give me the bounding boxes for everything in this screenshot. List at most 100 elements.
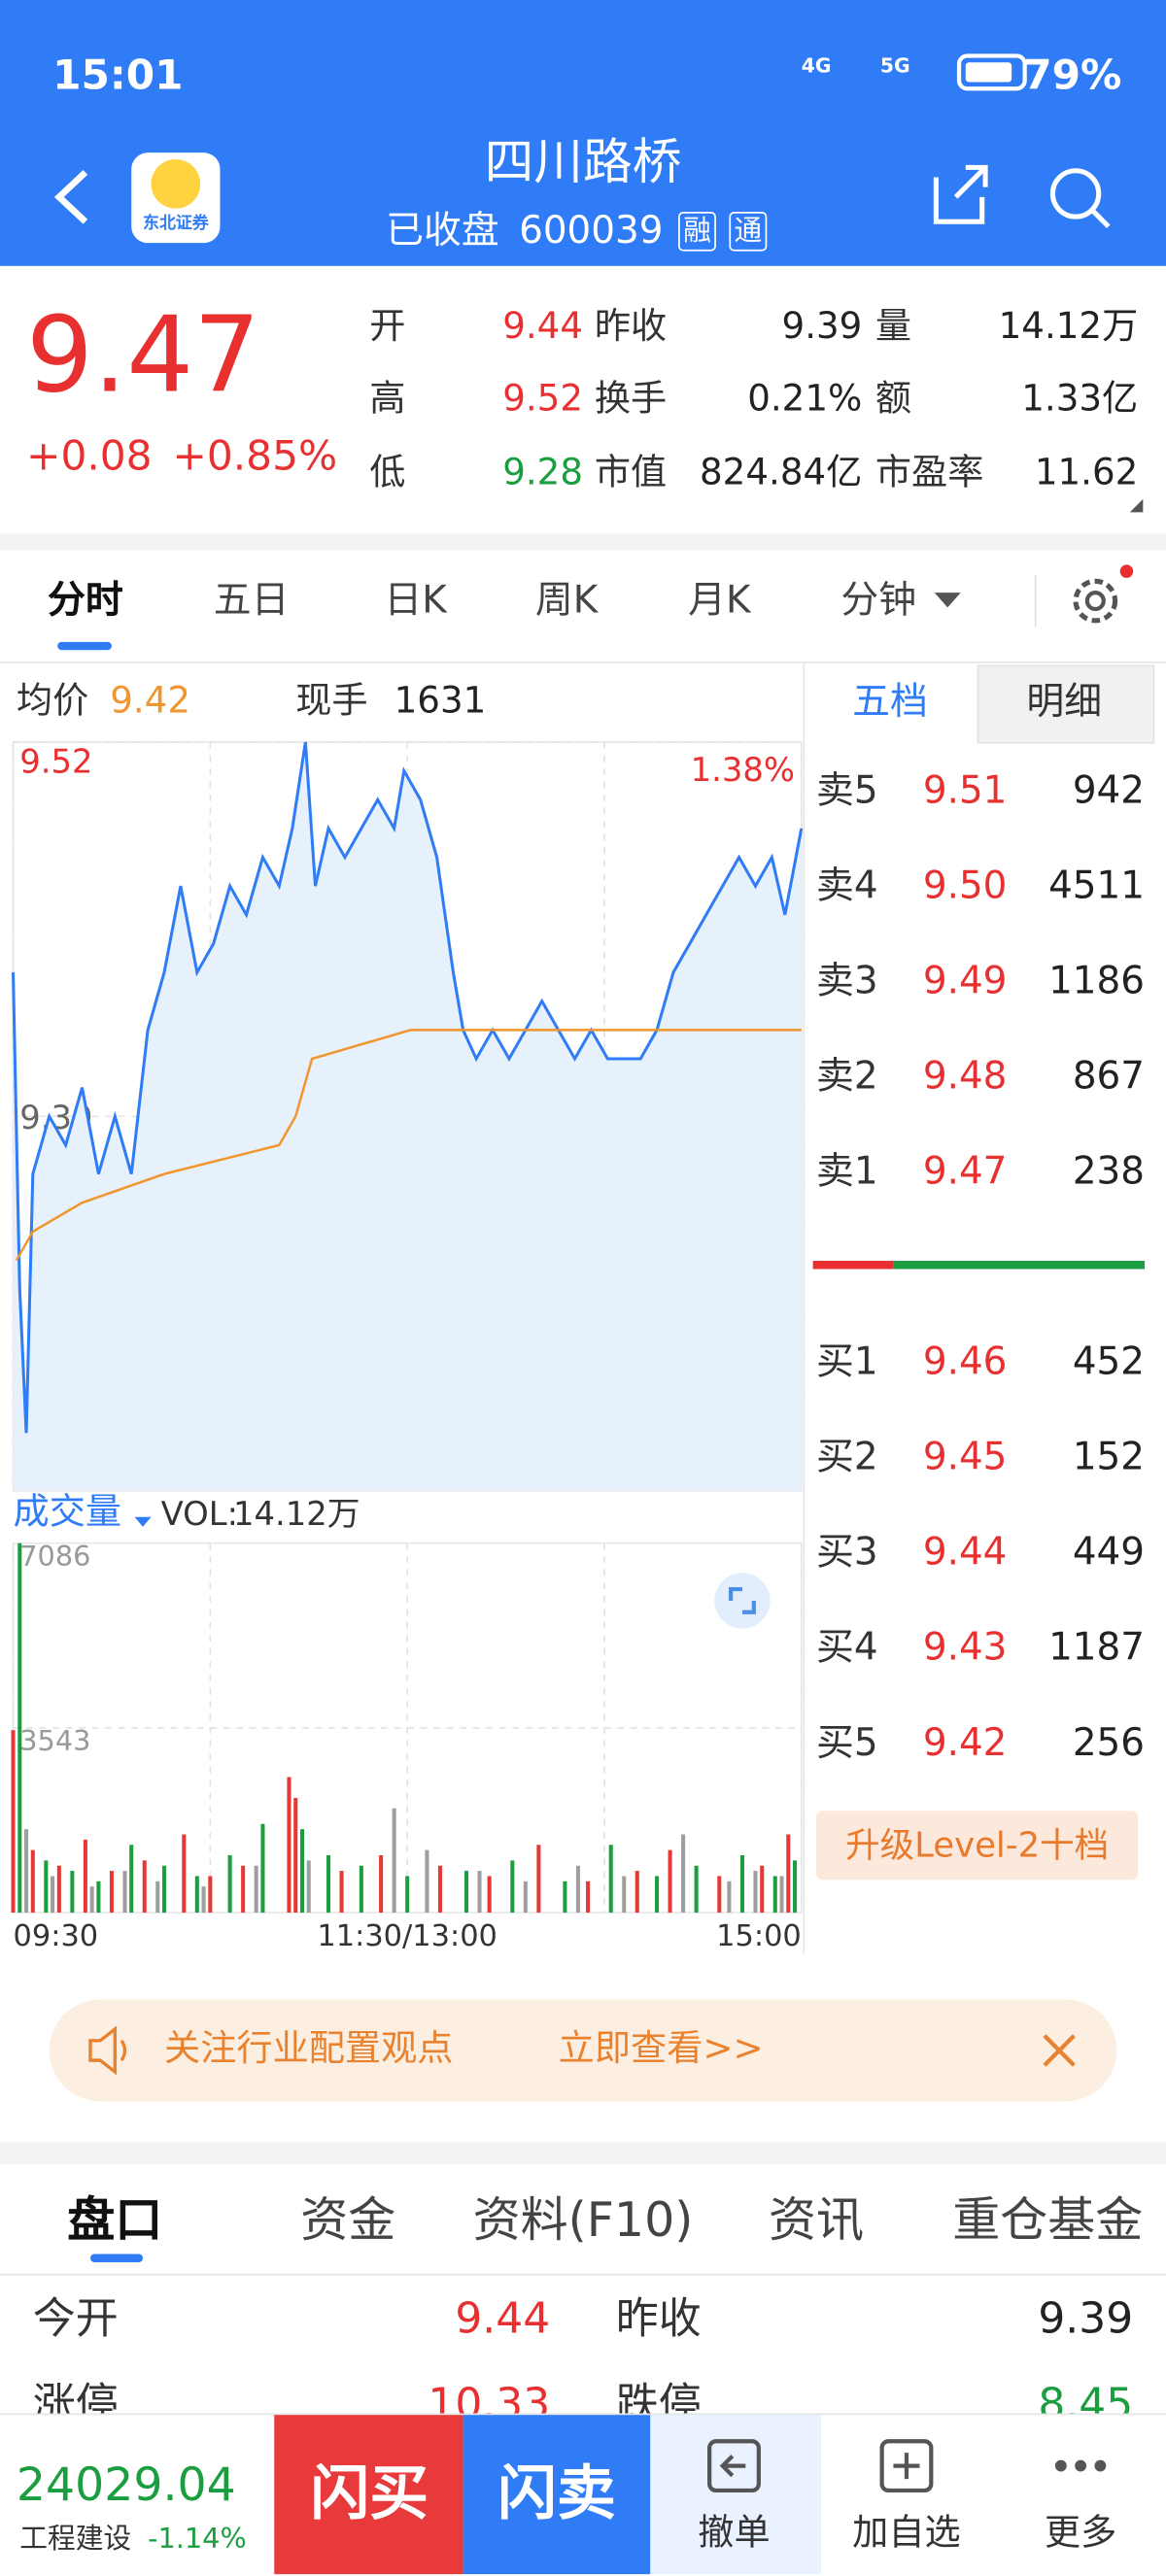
volume-bar <box>44 1860 49 1914</box>
logo-mascot <box>151 158 201 209</box>
logo-text: 东北证券 <box>143 215 209 233</box>
volume-bar <box>339 1871 344 1914</box>
close-icon[interactable] <box>1043 2034 1076 2067</box>
volume-label[interactable]: 成交量 <box>13 1491 122 1533</box>
info-tab[interactable]: 资讯 <box>768 2190 865 2248</box>
badge: 通 <box>729 212 768 252</box>
network-label: 4G <box>801 53 832 77</box>
book-tab[interactable]: 五档 <box>852 681 928 725</box>
action-label[interactable]: 更多 <box>1044 2512 1117 2555</box>
book-price: 9.51 <box>922 769 1008 813</box>
book-volume: 1187 <box>1048 1626 1146 1670</box>
book-price: 9.46 <box>922 1340 1008 1384</box>
volume-bar <box>96 1881 101 1914</box>
period-tab[interactable]: 分时 <box>48 579 123 623</box>
volume-bar <box>56 1865 61 1914</box>
banner-link[interactable]: 立即查看>> <box>558 2028 764 2070</box>
volume-bar <box>299 1829 305 1914</box>
upgrade-button[interactable] <box>815 1811 1139 1881</box>
book-volume: 449 <box>1072 1531 1146 1575</box>
dropdown-icon[interactable] <box>134 1516 152 1527</box>
quote-value: 11.62 <box>1034 452 1139 494</box>
action-label[interactable]: 加自选 <box>852 2512 961 2555</box>
book-label: 卖4 <box>815 864 878 908</box>
upgrade-label[interactable]: 升级Level-2十档 <box>845 1825 1110 1866</box>
volume-bar <box>717 1876 722 1914</box>
volume-bar <box>563 1881 567 1914</box>
volume-bar <box>11 1730 16 1914</box>
settings-icon[interactable] <box>1073 578 1118 624</box>
book-volume: 256 <box>1072 1721 1146 1765</box>
expand-icon[interactable] <box>714 1573 771 1629</box>
volume-bar <box>510 1860 515 1914</box>
volume-bar <box>655 1876 660 1914</box>
book-volume: 452 <box>1072 1340 1146 1384</box>
sell-label[interactable]: 闪卖 <box>497 2460 616 2528</box>
quote-value: 9.52 <box>502 378 583 420</box>
quote-value: 14.12万 <box>998 306 1139 348</box>
period-tab[interactable]: 五日 <box>213 579 290 623</box>
table-value: 9.39 <box>1038 2294 1134 2345</box>
volume-bar <box>129 1845 134 1914</box>
volume-bar <box>227 1854 232 1914</box>
volume-bar <box>753 1871 758 1914</box>
search-icon <box>1090 208 1111 229</box>
info-tab[interactable]: 盘口 <box>67 2190 163 2248</box>
sell-button[interactable] <box>463 2415 651 2575</box>
book-volume: 942 <box>1072 769 1146 813</box>
vol-label: VOL: <box>160 1494 238 1534</box>
quote-label: 昨收 <box>594 306 668 348</box>
period-tab[interactable]: 日K <box>384 579 447 623</box>
volume-bar <box>608 1845 613 1914</box>
volume-bar <box>779 1876 784 1914</box>
period-tab[interactable]: 月K <box>688 579 751 623</box>
buy-label[interactable]: 闪买 <box>310 2460 429 2528</box>
expand-corner[interactable] <box>1129 498 1144 513</box>
index-value: 24029.04 <box>16 2457 236 2513</box>
volume-bar <box>586 1881 591 1914</box>
book-label: 卖5 <box>815 769 878 813</box>
back-icon[interactable] <box>53 169 88 224</box>
action-label[interactable]: 撤单 <box>698 2512 771 2555</box>
more-icon <box>1075 2459 1087 2472</box>
dropdown-icon[interactable] <box>934 593 961 608</box>
book-tab[interactable]: 明细 <box>1026 681 1103 725</box>
book-volume: 238 <box>1072 1150 1146 1194</box>
volume-bar <box>254 1865 258 1914</box>
price-line <box>12 741 804 1434</box>
add-icon <box>879 2439 934 2493</box>
volume-bar <box>536 1845 541 1914</box>
book-price: 9.43 <box>922 1626 1008 1670</box>
period-tab[interactable]: 分钟 <box>840 579 917 623</box>
period-tab[interactable]: 周K <box>534 579 599 623</box>
book-label: 卖1 <box>815 1150 878 1194</box>
y-tick-label: 7086 <box>19 1540 90 1573</box>
search-icon[interactable] <box>1049 168 1102 220</box>
divider <box>1034 574 1037 627</box>
banner-text: 关注行业配置观点 <box>164 2028 454 2070</box>
info-tab[interactable]: 重仓基金 <box>952 2190 1144 2248</box>
book-price: 9.44 <box>922 1531 1008 1575</box>
battery-icon <box>956 53 1027 91</box>
buy-button[interactable] <box>274 2415 463 2575</box>
volume-bar <box>668 1849 672 1914</box>
share-icon[interactable] <box>933 164 988 224</box>
ask-ratio-bar <box>893 1261 1146 1270</box>
volume-bar <box>405 1876 410 1914</box>
quote-value: 9.39 <box>781 306 863 348</box>
volume-bar <box>437 1865 442 1914</box>
info-tab[interactable]: 资金 <box>300 2190 396 2248</box>
tab-underline <box>89 2254 144 2263</box>
volume-bar <box>83 1839 87 1914</box>
quote-value: 9.44 <box>502 306 583 348</box>
volume-bar <box>182 1834 187 1914</box>
info-tab[interactable]: 资料(F10) <box>472 2190 694 2248</box>
book-label: 买5 <box>815 1721 878 1765</box>
banner[interactable] <box>49 1999 1117 2102</box>
volume-bar <box>208 1876 213 1914</box>
volume-bar <box>260 1823 265 1914</box>
avg-value: 9.42 <box>110 680 191 722</box>
volume-bar <box>142 1860 147 1914</box>
hand-value: 1631 <box>394 680 487 722</box>
